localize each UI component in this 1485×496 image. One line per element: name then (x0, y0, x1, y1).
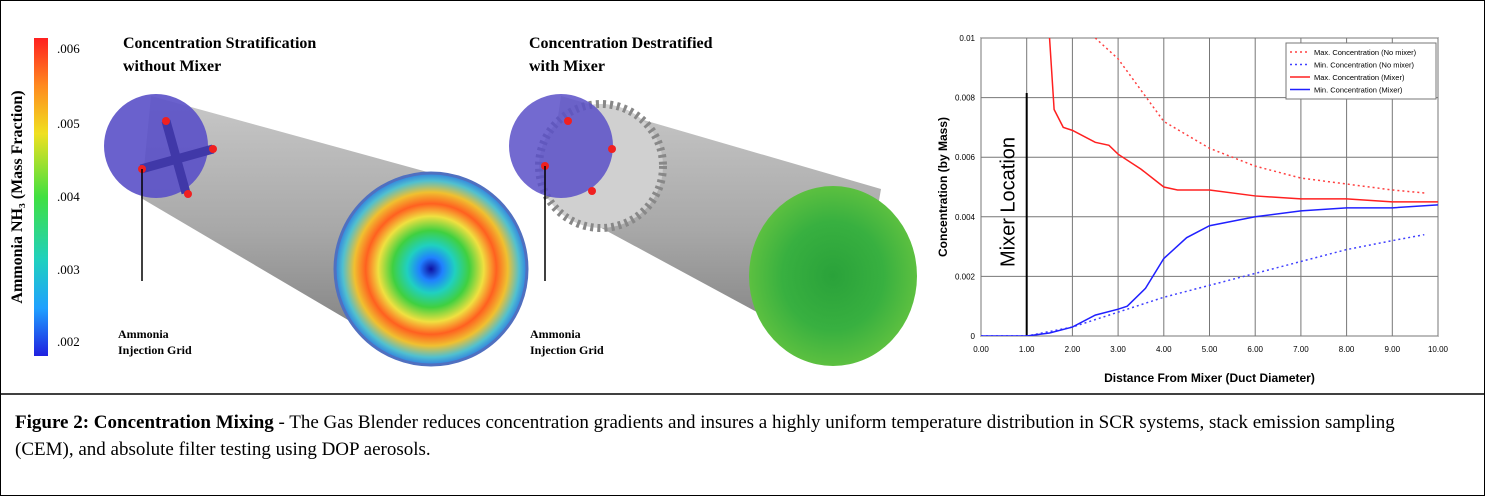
colorbar-label: .005 (57, 116, 80, 131)
x-tick-label: 7.00 (1293, 345, 1309, 354)
x-tick-label: 4.00 (1156, 345, 1172, 354)
annotation: Mixer Location (998, 137, 1020, 267)
x-tick-label: 9.00 (1385, 345, 1401, 354)
x-tick-label: 8.00 (1339, 345, 1355, 354)
x-axis-label: Distance From Mixer (Duct Diameter) (1104, 371, 1315, 385)
colorbar-label: .002 (57, 334, 80, 349)
x-tick-label: 2.00 (1065, 345, 1081, 354)
outlet-profile (335, 173, 527, 365)
x-tick-label: 10.00 (1428, 345, 1449, 354)
callout: Injection Grid (118, 343, 192, 357)
y-tick-label: 0 (971, 332, 976, 341)
panel-title: Concentration Destratified (529, 35, 713, 52)
colorbar-label: .004 (57, 189, 80, 204)
inlet (104, 94, 208, 198)
callout: Ammonia (530, 327, 581, 341)
line-chart: 0.00 1.00 2.00 3.00 4.00 5.00 6.00 7.00 8.00 9.00… (936, 34, 1449, 385)
legend-label: Max. Concentration (No mixer) (1314, 48, 1417, 57)
x-tick-label: 1.00 (1019, 345, 1035, 354)
outlet-profile (749, 186, 917, 366)
colorbar-title: Ammonia NH₃ (Mass Fraction) (9, 90, 26, 303)
y-tick-label: 0.01 (959, 34, 975, 43)
y-tick-label: 0.008 (955, 94, 976, 103)
legend-label: Min. Concentration (Mixer) (1314, 86, 1403, 95)
y-axis-label: Concentration (by Mass) (936, 117, 950, 257)
colorbar-label: .003 (57, 262, 80, 277)
legend-label: Min. Concentration (No mixer) (1314, 61, 1415, 70)
callout: Ammonia (118, 327, 169, 341)
x-tick-label: 5.00 (1202, 345, 1218, 354)
caption: Figure 2: Concentration Mixing - The Gas… (15, 409, 1455, 463)
x-tick-label: 6.00 (1247, 345, 1263, 354)
colorbar (34, 38, 48, 356)
panel-title: without Mixer (123, 58, 221, 75)
callout: Injection Grid (530, 343, 604, 357)
panel-title: Concentration Stratification (123, 35, 316, 52)
y-tick-label: 0.004 (955, 213, 976, 222)
figure: Ammonia NH₃ (Mass Fraction) .006 .005 .0… (1, 1, 1484, 401)
colorbar-label: .006 (57, 41, 80, 56)
y-tick-label: 0.002 (955, 272, 976, 281)
x-tick-label: 3.00 (1110, 345, 1126, 354)
inlet (509, 94, 613, 198)
legend-label: Max. Concentration (Mixer) (1314, 73, 1405, 82)
x-tick-label: 0.00 (973, 345, 989, 354)
caption-label: Figure 2: Concentration Mixing (15, 412, 274, 433)
y-tick-label: 0.006 (955, 153, 976, 162)
panel-title: with Mixer (529, 58, 605, 75)
page: Ammonia NH₃ (Mass Fraction) .006 .005 .0… (0, 0, 1485, 496)
